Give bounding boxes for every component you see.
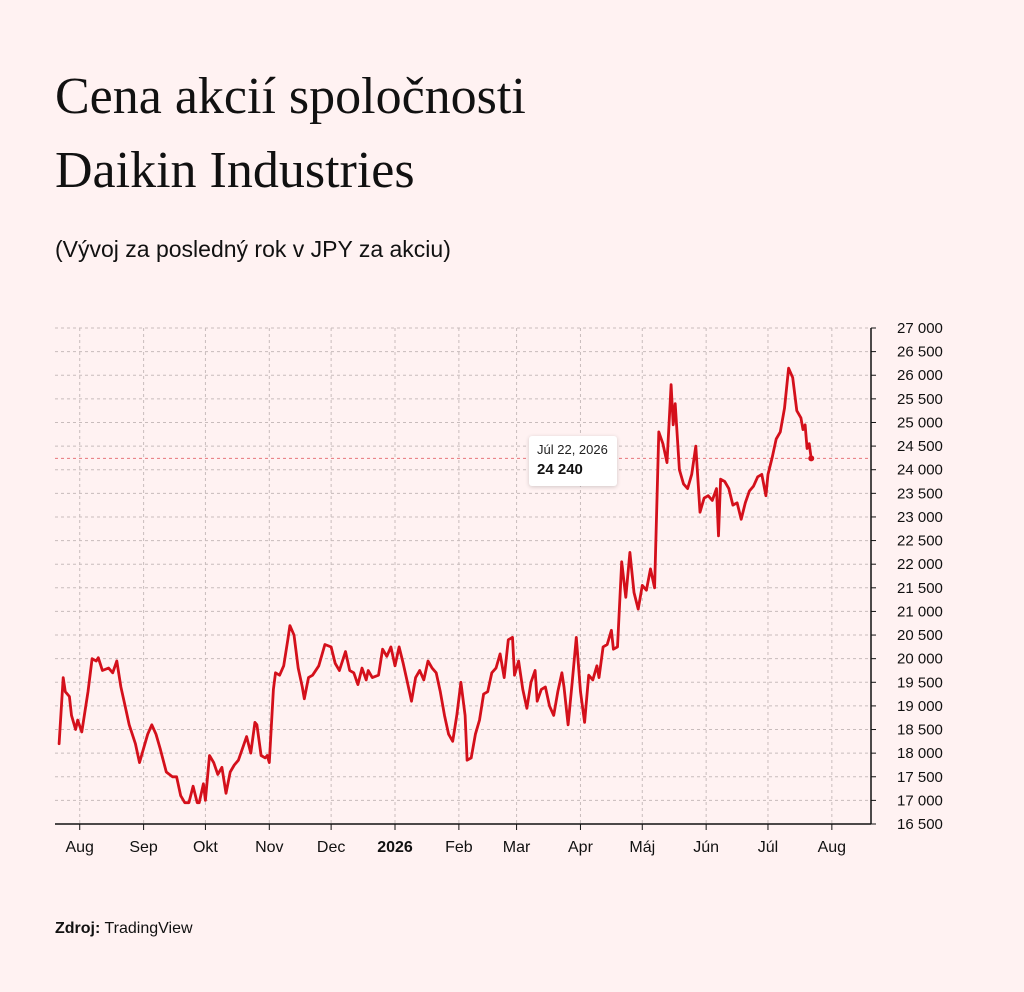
- source-value: TradingView: [104, 920, 193, 937]
- price-line: [57, 366, 813, 805]
- y-tick-label: 21 500: [897, 580, 943, 597]
- x-tick-label: Jún: [693, 839, 719, 856]
- y-tick-label: 27 000: [897, 320, 943, 337]
- y-tick-label: 20 500: [897, 627, 943, 644]
- x-tick-label: 2026: [377, 839, 413, 856]
- y-tick-label: 26 500: [897, 344, 943, 361]
- y-tick-label: 22 500: [897, 533, 943, 550]
- y-tick-label: 23 500: [897, 485, 943, 502]
- y-tick-label: 19 000: [897, 698, 943, 715]
- y-tick-label: 17 000: [897, 792, 943, 809]
- x-tick-label: Aug: [818, 839, 846, 856]
- chart-subtitle: (Vývoj za posledný rok v JPY za akciu): [55, 236, 451, 262]
- y-tick-label: 25 500: [897, 391, 943, 408]
- x-tick-label: Okt: [193, 839, 218, 856]
- title-line-2: Daikin Industries: [55, 142, 415, 199]
- y-tick-label: 26 000: [897, 367, 943, 384]
- y-tick-label: 25 000: [897, 414, 943, 431]
- tooltip-date: Júl 22, 2026: [537, 442, 608, 457]
- y-tick-label: 16 500: [897, 816, 943, 833]
- y-tick-label: 18 000: [897, 745, 943, 762]
- y-tick-label: 21 000: [897, 603, 943, 620]
- source-label: Zdroj:: [55, 920, 101, 937]
- y-tick-label: 24 500: [897, 438, 943, 455]
- x-tick-label: Sep: [129, 839, 158, 856]
- y-tick-label: 17 500: [897, 769, 943, 786]
- tooltip-value: 24 240: [537, 461, 583, 478]
- highlight-point: [808, 455, 815, 462]
- x-tick-label: Dec: [317, 839, 345, 856]
- source-note: Zdroj: TradingView: [55, 920, 193, 938]
- x-tick-label: Mar: [503, 839, 531, 856]
- y-tick-label: 24 000: [897, 462, 943, 479]
- y-tick-label: 19 500: [897, 674, 943, 691]
- hover-tooltip: Júl 22, 2026 24 240: [529, 436, 617, 486]
- x-tick-label: Apr: [568, 839, 594, 856]
- chart-title: Cena akcií spoločnosti Daikin Industries: [55, 60, 526, 208]
- x-tick-label: Feb: [445, 839, 473, 856]
- x-tick-label: Aug: [65, 839, 93, 856]
- y-tick-label: 23 000: [897, 509, 943, 526]
- y-tick-label: 20 000: [897, 651, 943, 668]
- y-tick-label: 22 000: [897, 556, 943, 573]
- x-tick-label: Nov: [255, 839, 283, 856]
- y-tick-label: 18 500: [897, 722, 943, 739]
- title-line-1: Cena akcií spoločnosti: [55, 68, 526, 125]
- x-tick-label: Máj: [629, 839, 655, 856]
- x-tick-label: Júl: [758, 839, 778, 856]
